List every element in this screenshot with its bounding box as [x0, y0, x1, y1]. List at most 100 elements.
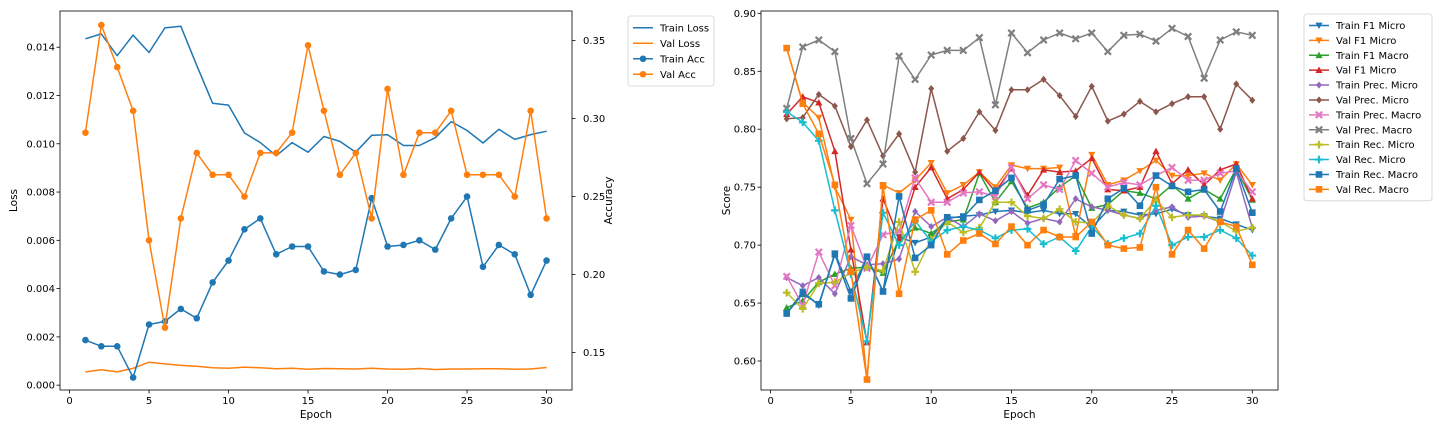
data-point — [1200, 181, 1208, 188]
data-point — [975, 168, 983, 175]
data-point — [272, 149, 280, 157]
series-line — [785, 47, 1253, 381]
data-point — [943, 198, 952, 207]
legend-marker — [1315, 155, 1323, 164]
data-point — [1168, 251, 1176, 258]
data-point — [479, 263, 487, 271]
data-point — [911, 216, 919, 223]
data-point — [1248, 181, 1256, 189]
data-point — [1201, 93, 1208, 101]
data-point — [1072, 195, 1079, 203]
data-point — [1039, 180, 1048, 189]
data-point — [847, 246, 855, 253]
data-point — [1087, 169, 1096, 178]
data-point — [927, 229, 935, 237]
legend-label: Val Prec. Micro — [1336, 95, 1409, 106]
data-point — [896, 255, 903, 263]
x-tick-label: 20 — [1085, 396, 1098, 407]
y-tick-label: 0.90 — [734, 9, 756, 20]
series-line — [786, 199, 1253, 310]
x-tick-label: 10 — [925, 396, 938, 407]
x-tick-label: 10 — [222, 396, 235, 407]
data-point — [1216, 195, 1224, 202]
axes-frame — [760, 10, 1279, 391]
data-point — [1088, 154, 1096, 162]
data-point — [1087, 29, 1096, 37]
data-point — [783, 44, 790, 52]
data-point — [815, 90, 822, 99]
data-point — [991, 198, 1000, 207]
data-point — [1008, 174, 1015, 182]
data-point — [336, 171, 344, 179]
data-point — [98, 21, 105, 29]
data-point — [927, 207, 935, 214]
data-point — [895, 218, 903, 226]
data-point — [879, 288, 887, 295]
data-point — [1249, 261, 1256, 269]
data-point — [1120, 185, 1128, 192]
y2-tick-label: 0.30 — [583, 114, 605, 125]
legend-label: Train Prec. Micro — [1335, 81, 1418, 92]
x-tick-label: 30 — [540, 396, 553, 407]
data-point — [895, 193, 903, 200]
data-point — [495, 241, 503, 249]
legend-marker — [1315, 22, 1323, 30]
data-point — [863, 116, 870, 124]
data-point — [1232, 223, 1240, 230]
data-point — [911, 239, 919, 247]
data-point — [975, 33, 984, 42]
data-point — [1216, 218, 1224, 226]
legend-marker — [1315, 66, 1323, 74]
data-point — [1055, 205, 1064, 213]
data-point — [1039, 35, 1048, 44]
x-tick-label: 25 — [461, 396, 474, 407]
data-point — [1136, 97, 1143, 106]
y-tick-label: 0.010 — [26, 139, 55, 150]
y-tick-label: 0.75 — [734, 183, 756, 194]
data-point — [879, 182, 887, 190]
data-point — [1040, 226, 1047, 234]
x-tick-label: 30 — [1246, 396, 1259, 407]
data-point — [1233, 80, 1240, 88]
data-point — [1184, 211, 1192, 219]
data-point — [1024, 86, 1031, 94]
y-tick-label: 0.85 — [734, 67, 756, 78]
data-point — [1088, 230, 1096, 237]
data-point — [320, 268, 328, 275]
data-point — [1039, 214, 1048, 223]
data-point — [831, 147, 839, 155]
data-point — [911, 254, 919, 262]
data-point — [336, 271, 344, 278]
data-point — [1152, 147, 1160, 155]
data-point — [384, 243, 391, 250]
y-tick-label: 0.008 — [26, 188, 55, 199]
data-point — [799, 282, 806, 290]
data-point — [1120, 245, 1128, 252]
data-point — [1104, 241, 1112, 249]
data-point — [352, 149, 360, 157]
legend-label: Val Prec. Macro — [1336, 125, 1412, 136]
data-point — [1232, 165, 1240, 172]
data-point — [1217, 125, 1224, 133]
data-point — [1248, 31, 1257, 40]
data-point — [992, 187, 999, 194]
legend-box — [627, 15, 715, 87]
y-tick-label: 0.014 — [26, 43, 55, 54]
data-point — [1184, 195, 1192, 202]
data-point — [960, 237, 967, 244]
data-point — [814, 35, 823, 44]
data-point — [831, 102, 838, 110]
data-point — [1169, 203, 1176, 211]
data-point — [959, 181, 967, 189]
data-point — [1071, 156, 1080, 165]
data-point — [1248, 195, 1256, 202]
legend-marker — [639, 70, 647, 78]
data-point — [1248, 251, 1257, 260]
data-point — [1072, 233, 1079, 241]
data-point — [847, 288, 855, 296]
data-point — [1184, 172, 1192, 180]
data-point — [1136, 183, 1144, 191]
data-point — [1023, 194, 1032, 203]
data-point — [1024, 241, 1031, 249]
data-point — [1120, 211, 1128, 219]
